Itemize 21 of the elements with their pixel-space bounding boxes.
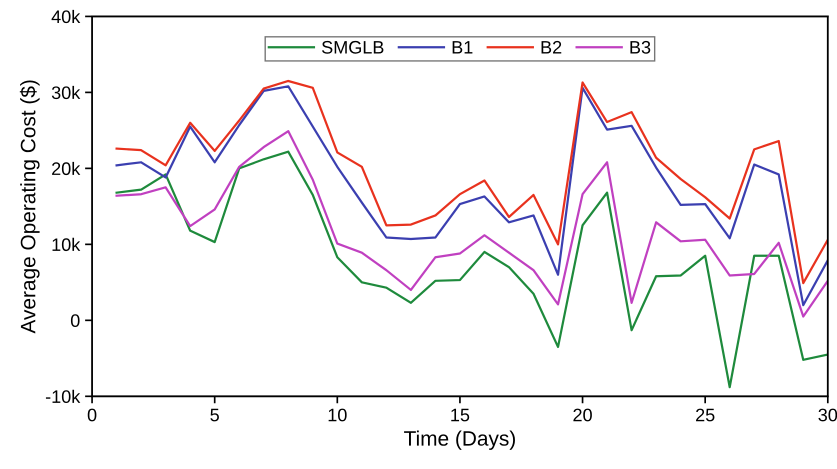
legend-label: B1 bbox=[452, 41, 472, 54]
x-tick-label: 10 bbox=[328, 408, 347, 422]
legend-label: B2 bbox=[542, 40, 562, 54]
line-series bbox=[115, 130, 828, 318]
legend-label: SMGLB bbox=[322, 40, 384, 54]
y-tick-label: 30k bbox=[52, 86, 80, 100]
x-tick-label: 25 bbox=[696, 408, 714, 422]
x-tick-label: 30 bbox=[818, 408, 837, 422]
line-series bbox=[115, 150, 828, 388]
x-axis-title: Time (Days) bbox=[404, 430, 515, 450]
y-tick-label: 10k bbox=[52, 238, 80, 252]
y-tick-label: 40k bbox=[52, 10, 80, 24]
x-tick-label: 0 bbox=[88, 408, 96, 422]
x-tick-label: 15 bbox=[451, 408, 470, 422]
x-tick-label: 20 bbox=[573, 408, 592, 422]
y-tick-label: 0 bbox=[70, 314, 80, 328]
y-tick-label: 20k bbox=[52, 162, 80, 176]
legend-label: B3 bbox=[630, 40, 650, 54]
y-tick-label: -10k bbox=[46, 390, 80, 404]
y-axis-title: Average Operating Cost ($) bbox=[20, 80, 40, 334]
x-tick-label: 5 bbox=[210, 408, 219, 422]
